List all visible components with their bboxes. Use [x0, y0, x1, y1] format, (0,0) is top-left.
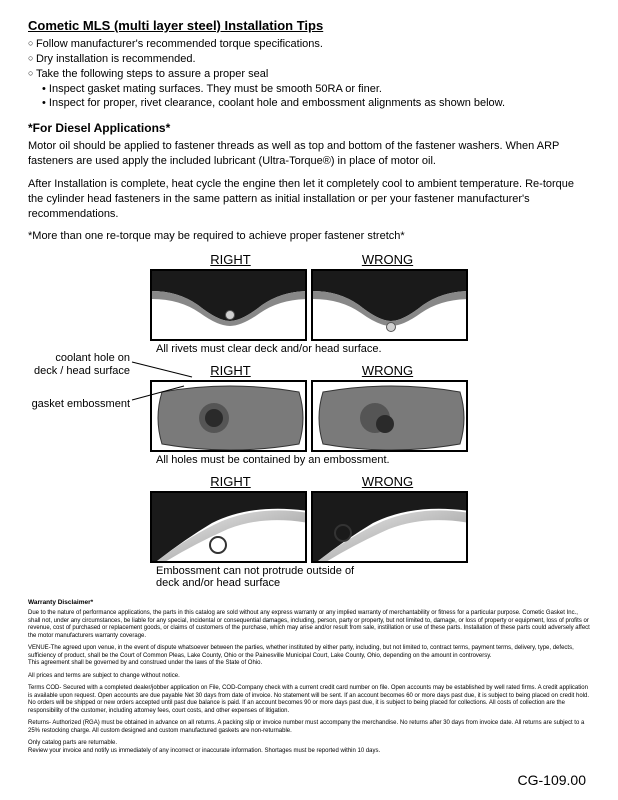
side-labels: coolant hole on deck / head surface gask… — [30, 352, 130, 412]
page-title: Cometic MLS (multi layer steel) Installa… — [28, 18, 590, 33]
diagram-caption: All holes must be contained by an emboss… — [28, 454, 590, 466]
bullet-list: Follow manufacturer's recommended torque… — [28, 37, 590, 111]
page-number: CG-109.00 — [518, 772, 586, 788]
diagram-panel-right — [150, 380, 307, 452]
label-wrong: WRONG — [309, 363, 466, 378]
diagram-panel-wrong — [311, 269, 468, 341]
bullet-item: Follow manufacturer's recommended torque… — [28, 37, 590, 52]
bullet-item: Dry installation is recommended. — [28, 52, 590, 67]
disclaimer-paragraph: Due to the nature of performance applica… — [28, 610, 590, 640]
bullet-item-sub: Inspect gasket mating surfaces. They mus… — [28, 82, 590, 97]
warranty-disclaimer: Warranty Disclaimer* Due to the nature o… — [28, 599, 590, 755]
diagram-panel-wrong — [311, 491, 468, 563]
diagram-panel-right — [150, 491, 307, 563]
diesel-heading: *For Diesel Applications* — [28, 121, 590, 135]
paragraph: *More than one re-torque may be required… — [28, 229, 590, 244]
label-right: RIGHT — [152, 474, 309, 489]
disclaimer-paragraph: Only catalog parts are returnable.Review… — [28, 740, 590, 755]
disclaimer-heading: Warranty Disclaimer* — [28, 599, 590, 607]
label-right: RIGHT — [152, 363, 309, 378]
label-gasket-embossment: gasket embossment — [30, 398, 130, 411]
label-wrong: WRONG — [309, 474, 466, 489]
diagram-panel-wrong — [311, 380, 468, 452]
diagram-panel-right — [150, 269, 307, 341]
paragraph: After Installation is complete, heat cyc… — [28, 177, 590, 222]
disclaimer-paragraph: Returns- Authorized (RGA) must be obtain… — [28, 720, 590, 735]
bullet-item: Take the following steps to assure a pro… — [28, 67, 590, 82]
diagram-caption: Embossment can not protrude outside of d… — [28, 565, 368, 589]
disclaimer-paragraph: Terms COD- Secured with a completed deal… — [28, 685, 590, 715]
disclaimer-paragraph: All prices and terms are subject to chan… — [28, 673, 590, 681]
label-right: RIGHT — [152, 252, 309, 267]
bullet-item-sub: Inspect for proper, rivet clearance, coo… — [28, 96, 590, 111]
diagram-embossment: RIGHT WRONG — [28, 474, 590, 589]
label-coolant-hole: coolant hole on deck / head surface — [30, 352, 130, 378]
paragraph: Motor oil should be applied to fastener … — [28, 139, 590, 169]
disclaimer-paragraph: VENUE-The agreed upon venue, in the even… — [28, 645, 590, 668]
label-wrong: WRONG — [309, 252, 466, 267]
diagram-rivets: RIGHT WRONG All rivets must clear deck a… — [28, 252, 590, 355]
